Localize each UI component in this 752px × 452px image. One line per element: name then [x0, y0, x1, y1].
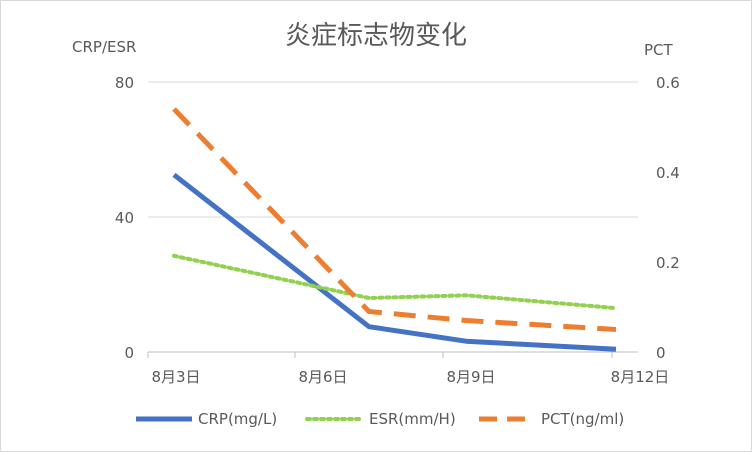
y-tick-label-right: 0.6: [656, 74, 680, 92]
y-tick-label-right: 0.2: [656, 254, 680, 272]
y-tick-label-right: 0: [656, 344, 666, 362]
legend-label: CRP(mg/L): [198, 410, 277, 428]
x-tick-label: 8月9日: [446, 368, 495, 386]
x-tick-label: 8月6日: [298, 368, 347, 386]
x-axis: 8月3日 8月6日 8月9日 8月12日: [147, 352, 670, 386]
gridlines: [148, 81, 638, 353]
y-axis-label-right: PCT: [644, 41, 674, 59]
series-lines: [172, 107, 618, 352]
x-tick-label: 8月3日: [151, 368, 200, 386]
series-line-crp: [172, 172, 617, 352]
legend-label: PCT(ng/ml): [541, 410, 624, 428]
legend-label: ESR(mm/H): [369, 410, 456, 428]
y-axis-label-left: CRP/ESR: [72, 38, 136, 56]
chart-title: 炎症标志物变化: [285, 21, 467, 51]
y-tick-label-left: 80: [115, 74, 134, 92]
legend: CRP(mg/L) ESR(mm/H) PCT(ng/ml): [136, 410, 624, 428]
series-line-esr: [172, 253, 618, 311]
series-line-pct: [172, 107, 617, 332]
y-axis-ticks: 0 40 80 0 0.2 0.4 0.6: [115, 74, 680, 362]
y-tick-label-left: 40: [115, 209, 134, 227]
x-tick-label: 8月12日: [611, 368, 670, 386]
y-tick-label-right: 0.4: [656, 164, 680, 182]
y-tick-label-left: 0: [124, 344, 134, 362]
